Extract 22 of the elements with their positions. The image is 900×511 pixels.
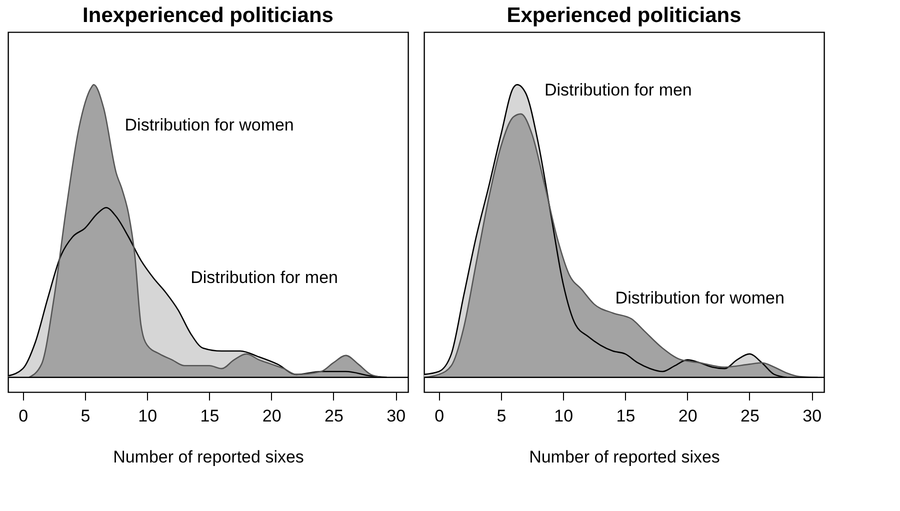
x-tick-label: 25: [740, 406, 760, 426]
chart-title: Inexperienced politicians: [82, 4, 334, 27]
x-axis-title: Number of reported sixes: [113, 448, 304, 466]
x-tick-label: 0: [434, 406, 444, 426]
x-tick-label: 30: [386, 406, 406, 426]
x-tick-label: 30: [802, 406, 822, 426]
x-tick-label: 20: [678, 406, 698, 426]
x-tick-label: 15: [616, 406, 636, 426]
x-tick-label: 5: [80, 406, 90, 426]
series-label: Distribution for men: [190, 268, 338, 287]
series-label: Distribution for men: [544, 80, 692, 100]
x-tick-label: 20: [262, 406, 282, 426]
x-tick-label: 15: [200, 406, 220, 426]
x-tick-label: 25: [324, 406, 344, 426]
chart-title: Experienced politicians: [506, 4, 742, 27]
x-tick-label: 0: [18, 406, 28, 426]
series-label: Distribution for women: [615, 288, 784, 308]
series-label: Distribution for women: [124, 116, 294, 135]
x-tick-label: 10: [138, 406, 158, 426]
x-axis-title: Number of reported sixes: [529, 448, 720, 466]
x-tick-label: 5: [496, 406, 506, 426]
x-tick-label: 10: [554, 406, 574, 426]
